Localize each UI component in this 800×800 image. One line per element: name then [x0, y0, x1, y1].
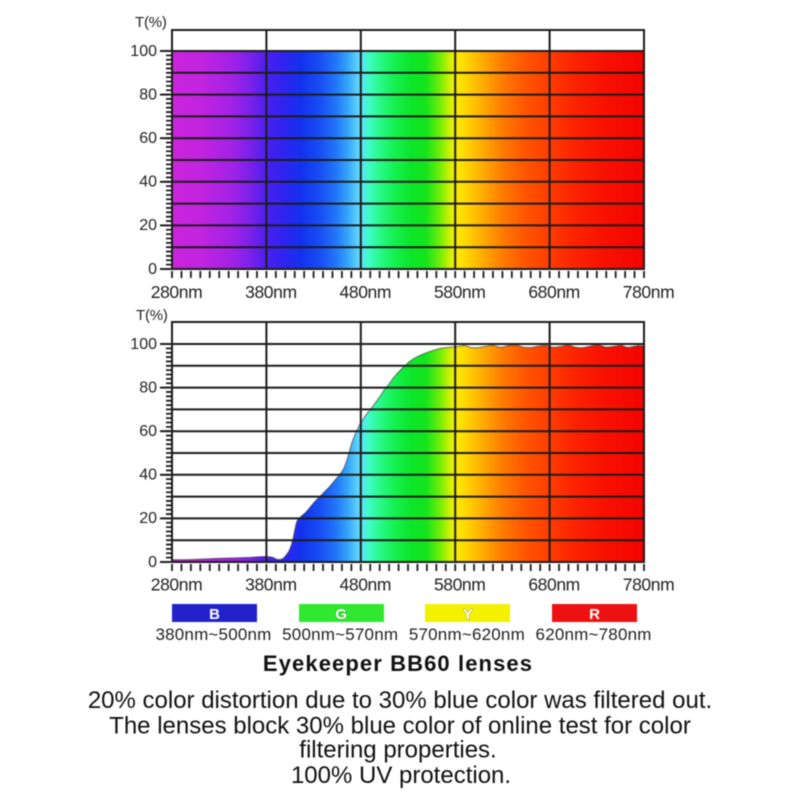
svg-text:80: 80	[139, 86, 157, 103]
svg-text:100% UV protection.: 100% UV protection.	[291, 762, 511, 789]
svg-text:280nm: 280nm	[151, 282, 203, 302]
svg-text:620nm~780nm: 620nm~780nm	[536, 625, 652, 644]
svg-text:780nm: 780nm	[623, 575, 675, 595]
svg-text:380nm: 380nm	[245, 575, 297, 595]
svg-text:500nm~570nm: 500nm~570nm	[282, 625, 398, 644]
svg-text:0: 0	[148, 261, 157, 278]
svg-text:T(%): T(%)	[135, 14, 167, 31]
svg-text:580nm: 580nm	[434, 575, 486, 595]
svg-text:20: 20	[139, 510, 157, 527]
svg-text:780nm: 780nm	[623, 282, 675, 302]
svg-text:60: 60	[139, 130, 157, 147]
svg-text:R: R	[589, 606, 600, 623]
svg-text:480nm: 480nm	[340, 575, 392, 595]
svg-text:B: B	[209, 606, 220, 623]
svg-text:Y: Y	[463, 606, 473, 623]
svg-text:80: 80	[139, 379, 157, 396]
svg-text:100: 100	[130, 43, 157, 60]
svg-text:680nm: 680nm	[528, 575, 580, 595]
svg-text:20: 20	[139, 217, 157, 234]
svg-text:580nm: 580nm	[434, 282, 486, 302]
svg-text:480nm: 480nm	[340, 282, 392, 302]
svg-text:T(%): T(%)	[136, 307, 168, 324]
svg-text:filtering properties.: filtering properties.	[299, 737, 496, 764]
svg-text:40: 40	[139, 467, 157, 484]
svg-text:570nm~620nm: 570nm~620nm	[409, 625, 525, 644]
svg-text:40: 40	[139, 174, 157, 191]
svg-text:G: G	[335, 606, 347, 623]
svg-text:100: 100	[130, 336, 157, 353]
svg-text:The lenses block 30% blue colo: The lenses block 30% blue color of onlin…	[109, 713, 691, 740]
svg-text:380nm: 380nm	[245, 282, 297, 302]
svg-text:60: 60	[139, 423, 157, 440]
svg-text:20% color distortion due to 30: 20% color distortion due to 30% blue col…	[88, 687, 712, 714]
svg-text:280nm: 280nm	[151, 575, 203, 595]
svg-text:680nm: 680nm	[528, 282, 580, 302]
svg-text:Eyekeeper BB60 lenses: Eyekeeper BB60 lenses	[263, 651, 533, 676]
svg-text:0: 0	[148, 554, 157, 571]
svg-text:380nm~500nm: 380nm~500nm	[155, 625, 271, 644]
